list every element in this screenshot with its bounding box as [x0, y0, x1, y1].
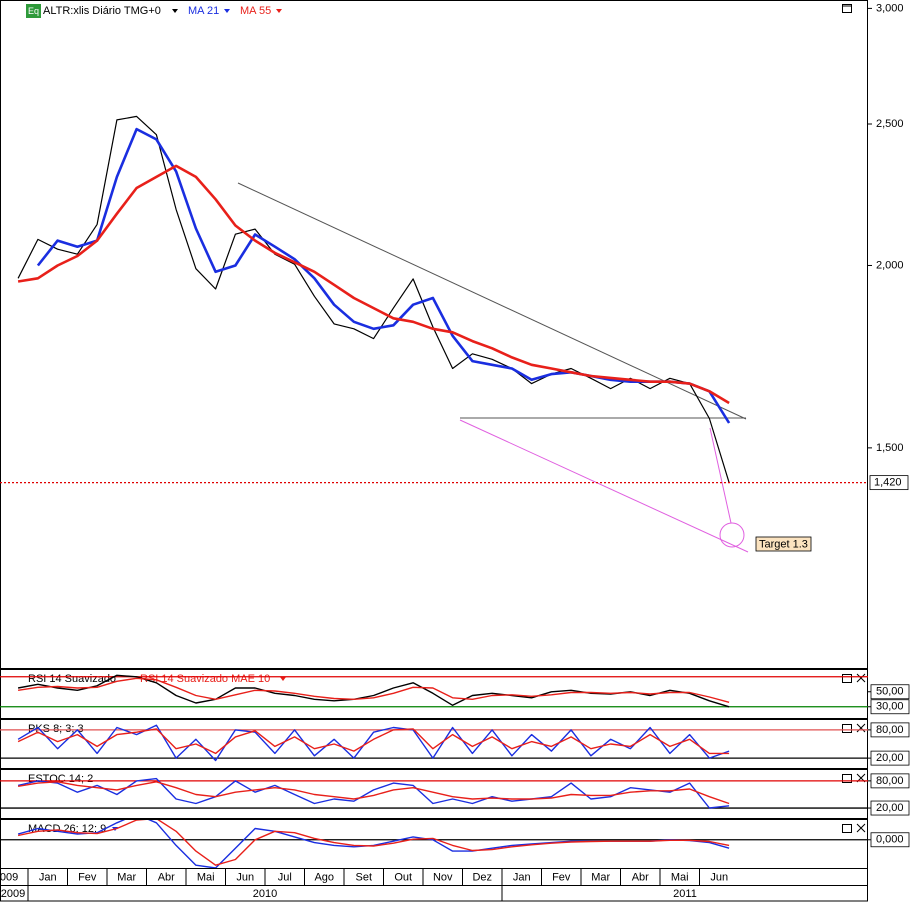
annotation-box: [755, 536, 812, 552]
dropdown[interactable]: [224, 9, 230, 13]
series-line: [17, 724, 730, 762]
legend-entry[interactable]: RSI 14 Suavizado: [28, 673, 116, 685]
series-line: [17, 781, 730, 805]
chart-title: ALTR:xlis Diário TMG+0: [43, 5, 161, 17]
series-group: [17, 820, 730, 868]
series-line: [17, 677, 730, 703]
tick-box: [870, 750, 910, 766]
panel-frames: [0, 0, 868, 902]
x-tick-label: Set: [355, 871, 372, 883]
x-tick-label: 2009: [0, 871, 18, 883]
x-tick-label: Abr: [632, 871, 649, 883]
annotation: Target 1.3: [759, 538, 808, 550]
last-price-label: 1,420: [874, 477, 902, 489]
price-box: [869, 475, 909, 491]
dropdown[interactable]: [276, 9, 282, 13]
x-tick-label: Mai: [197, 871, 215, 883]
tick-box: [870, 699, 910, 715]
year-label: 2011: [673, 888, 697, 900]
x-tick-label: Ago: [314, 871, 334, 883]
window-controls[interactable]: [842, 4, 866, 833]
series-group: [17, 674, 730, 708]
y-tick-label: 2,000: [876, 259, 904, 271]
y-tick-label: 80,00: [876, 775, 904, 787]
y-tick-label: 20,00: [876, 802, 904, 814]
series-line: [36, 127, 731, 424]
y-tick-label: 80,00: [876, 724, 904, 736]
series-group: [17, 777, 730, 809]
x-tick-label: Mar: [591, 871, 610, 883]
y-tick-label: 2,500: [876, 118, 904, 130]
series-line: [17, 164, 730, 405]
panel-title: MACD 26; 12; 9: [28, 823, 106, 835]
y-tick-label: 50,00: [876, 686, 904, 698]
badge-text: Eq: [28, 6, 39, 16]
series-line: [17, 674, 730, 708]
year-label: 2010: [253, 888, 277, 900]
legend-entry[interactable]: RSI 14 Suavizado MAE 10: [140, 673, 270, 685]
dropdown[interactable]: [280, 677, 286, 681]
tick-box: [870, 773, 910, 789]
x-tick-label: Nov: [433, 871, 453, 883]
badge[interactable]: [26, 4, 41, 18]
x-tick-label: Dez: [472, 871, 492, 883]
y-tick-label: 1,500: [876, 442, 904, 454]
tick-box: [870, 722, 910, 738]
x-tick-label: Abr: [158, 871, 175, 883]
series-group: [17, 115, 731, 483]
y-tick-label: 0,000: [876, 834, 904, 846]
y-tick-label: 3,000: [876, 2, 904, 14]
year-label: 2009: [1, 888, 25, 900]
series-line: [17, 777, 730, 809]
tick-box: [870, 832, 910, 848]
x-tick-label: Mar: [117, 871, 136, 883]
y-tick-label: 30,00: [876, 701, 904, 713]
series-line: [17, 115, 730, 483]
x-tick-label: Fev: [78, 871, 97, 883]
x-tick-label: Jul: [278, 871, 292, 883]
x-tick-label: Fev: [552, 871, 571, 883]
x-tick-label: Out: [394, 871, 412, 883]
x-tick-label: Jun: [236, 871, 254, 883]
legend-entry[interactable]: MA 55: [240, 5, 271, 17]
x-tick-label: Jun: [710, 871, 728, 883]
series-line: [17, 728, 730, 755]
dropdown[interactable]: [172, 9, 178, 13]
x-tick-label: Jan: [513, 871, 531, 883]
series-line: [17, 820, 730, 866]
tick-box: [870, 684, 910, 700]
x-tick-label: Jan: [39, 871, 57, 883]
x-tick-label: Mai: [671, 871, 689, 883]
tick-box: [870, 800, 910, 816]
trendlines: [237, 182, 749, 553]
series-group: [17, 724, 730, 762]
y-tick-label: 20,00: [876, 752, 904, 764]
legend-entry[interactable]: MA 21: [188, 5, 219, 17]
